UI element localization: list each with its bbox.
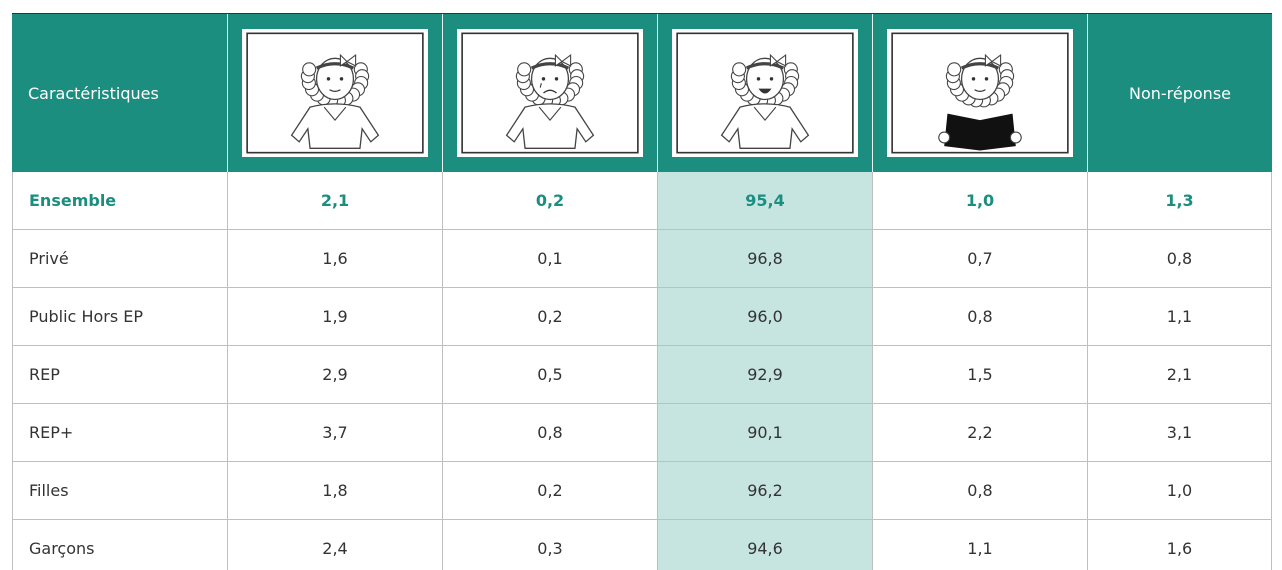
row-label: Garçons	[12, 520, 228, 570]
value-cell: 95,4	[658, 172, 873, 230]
value-cell: 0,8	[1088, 230, 1272, 288]
value-cell: 0,2	[443, 462, 658, 520]
value-cell: 2,9	[228, 346, 443, 404]
picture	[887, 29, 1073, 157]
row-label: REP	[12, 346, 228, 404]
row-label: Public Hors EP	[12, 288, 228, 346]
value-cell: 0,2	[443, 288, 658, 346]
value-cell: 96,0	[658, 288, 873, 346]
value-cell: 1,1	[1088, 288, 1272, 346]
row-label: REP+	[12, 404, 228, 462]
value-cell: 94,6	[658, 520, 873, 570]
top-rule	[12, 13, 1272, 14]
value-cell: 0,8	[443, 404, 658, 462]
value-cell: 0,8	[873, 288, 1088, 346]
value-cell: 2,4	[228, 520, 443, 570]
value-cell: 0,2	[443, 172, 658, 230]
value-cell: 0,3	[443, 520, 658, 570]
value-cell: 1,8	[228, 462, 443, 520]
illustration	[246, 32, 424, 154]
picture	[457, 29, 643, 157]
value-cell: 2,1	[228, 172, 443, 230]
value-cell: 1,5	[873, 346, 1088, 404]
illustration	[891, 32, 1069, 154]
value-cell: 2,2	[873, 404, 1088, 462]
value-cell: 1,6	[228, 230, 443, 288]
row-label: Ensemble	[12, 172, 228, 230]
value-cell: 96,2	[658, 462, 873, 520]
picture	[672, 29, 858, 157]
row-label: Filles	[12, 462, 228, 520]
value-cell: 92,9	[658, 346, 873, 404]
value-cell: 2,1	[1088, 346, 1272, 404]
header-image-cell	[658, 14, 873, 172]
header-cell: Non-réponse	[1088, 14, 1272, 172]
value-cell: 90,1	[658, 404, 873, 462]
illustration	[461, 32, 639, 154]
header-image-cell	[228, 14, 443, 172]
value-cell: 3,1	[1088, 404, 1272, 462]
value-cell: 1,6	[1088, 520, 1272, 570]
header-image-cell	[873, 14, 1088, 172]
value-cell: 3,7	[228, 404, 443, 462]
value-cell: 96,8	[658, 230, 873, 288]
value-cell: 1,0	[1088, 462, 1272, 520]
header-image-cell	[443, 14, 658, 172]
header-cell: Caractéristiques	[12, 14, 228, 172]
value-cell: 1,0	[873, 172, 1088, 230]
value-cell: 0,7	[873, 230, 1088, 288]
value-cell: 0,1	[443, 230, 658, 288]
value-cell: 0,8	[873, 462, 1088, 520]
value-cell: 0,5	[443, 346, 658, 404]
row-label: Privé	[12, 230, 228, 288]
value-cell: 1,3	[1088, 172, 1272, 230]
picture	[242, 29, 428, 157]
value-cell: 1,9	[228, 288, 443, 346]
value-cell: 1,1	[873, 520, 1088, 570]
illustration	[676, 32, 854, 154]
